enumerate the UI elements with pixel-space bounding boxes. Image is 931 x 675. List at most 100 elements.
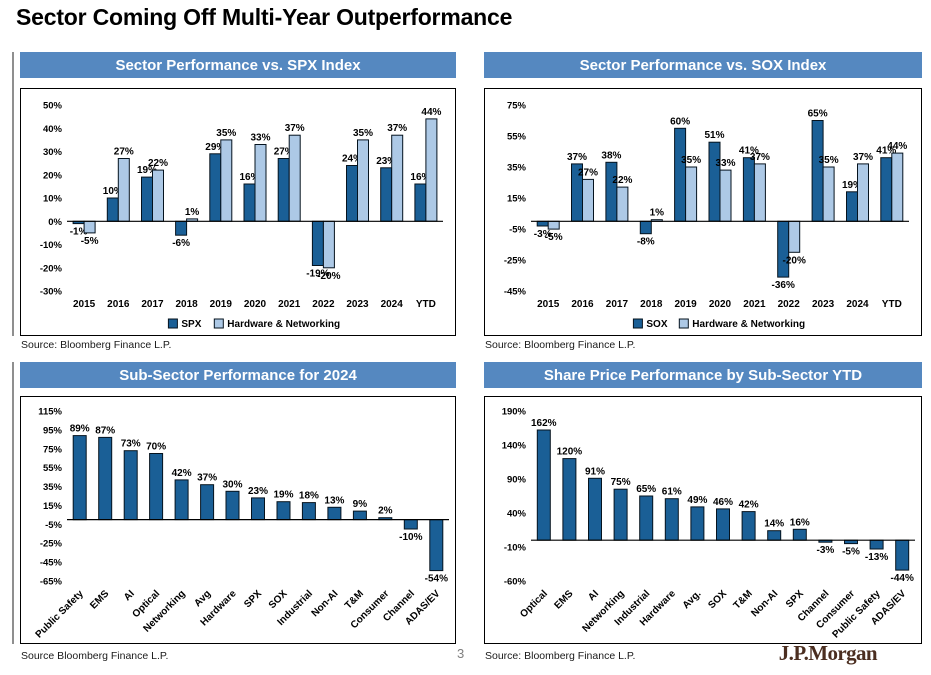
chart-header-sox: Sector Performance vs. SOX Index: [484, 52, 922, 78]
svg-text:91%: 91%: [585, 466, 605, 477]
svg-text:37%: 37%: [387, 123, 407, 134]
svg-text:-5%: -5%: [81, 236, 99, 247]
page-title: Sector Coming Off Multi-Year Outperforma…: [16, 4, 513, 30]
page-number: 3: [457, 646, 465, 661]
svg-text:37%: 37%: [197, 473, 217, 484]
svg-text:61%: 61%: [662, 487, 682, 498]
svg-text:35%: 35%: [819, 155, 839, 166]
svg-text:40%: 40%: [507, 509, 527, 520]
svg-text:19%: 19%: [842, 180, 862, 191]
svg-text:-45%: -45%: [40, 558, 63, 569]
svg-text:Optical: Optical: [518, 588, 550, 620]
svg-text:44%: 44%: [887, 141, 907, 152]
svg-text:2018: 2018: [175, 299, 198, 310]
svg-text:16%: 16%: [790, 517, 810, 528]
svg-text:-36%: -36%: [772, 280, 795, 291]
svg-text:-30%: -30%: [40, 287, 63, 298]
svg-text:27%: 27%: [114, 147, 134, 158]
svg-text:87%: 87%: [95, 425, 115, 436]
left-accent-rule-top: [12, 52, 14, 336]
svg-text:-6%: -6%: [172, 238, 190, 249]
svg-text:55%: 55%: [43, 463, 63, 474]
svg-text:16%: 16%: [239, 172, 259, 183]
svg-text:15%: 15%: [507, 194, 527, 205]
svg-text:-65%: -65%: [40, 577, 63, 588]
svg-text:-10%: -10%: [504, 543, 527, 554]
sox-bar-chart: 75% 55% 35% 15% -5% -25% -45% -3% 37% 38% -8% 60% 51…: [504, 101, 909, 330]
svg-text:2024: 2024: [381, 299, 404, 310]
svg-text:Hardware & Networking: Hardware & Networking: [227, 319, 340, 330]
svg-text:23%: 23%: [248, 486, 268, 497]
svg-text:2022: 2022: [778, 299, 801, 310]
svg-text:42%: 42%: [739, 500, 759, 511]
svg-text:19%: 19%: [273, 490, 293, 501]
svg-text:55%: 55%: [507, 132, 527, 143]
svg-text:24%: 24%: [342, 154, 362, 165]
svg-text:20%: 20%: [43, 170, 63, 181]
svg-text:41%: 41%: [876, 146, 896, 157]
spx-bar-chart: 50% 40% 30% 20% 10% 0% -10% -20% -30% -1% 10% 19% -6…: [40, 101, 443, 330]
svg-text:33%: 33%: [715, 158, 735, 169]
svg-text:70%: 70%: [146, 442, 166, 453]
svg-text:2017: 2017: [606, 299, 629, 310]
svg-text:2019: 2019: [674, 299, 697, 310]
svg-text:SOX: SOX: [267, 588, 290, 611]
svg-text:2018: 2018: [640, 299, 663, 310]
svg-text:-45%: -45%: [504, 287, 527, 298]
svg-text:T&M: T&M: [343, 588, 366, 611]
svg-text:-25%: -25%: [504, 256, 527, 267]
svg-text:16%: 16%: [410, 172, 430, 183]
svg-text:51%: 51%: [704, 130, 724, 141]
subsector-2024-bar-chart: 115% 95% 75% 55% 35% 15% -5% -25% -45% -65% 89% 87%…: [34, 407, 449, 641]
svg-text:YTD: YTD: [416, 299, 436, 310]
svg-text:35%: 35%: [353, 128, 373, 139]
svg-text:-3%: -3%: [534, 229, 552, 240]
spx-chart-frame: 50% 40% 30% 20% 10% 0% -10% -20% -30% -1% 10% 19% -6…: [20, 88, 456, 336]
svg-text:Non-AI: Non-AI: [749, 588, 780, 619]
chart-header-subsector-ytd: Share Price Performance by Sub-Sector YT…: [484, 362, 922, 388]
svg-text:35%: 35%: [43, 482, 63, 493]
left-accent-rule-bottom: [12, 362, 14, 644]
svg-text:75%: 75%: [507, 101, 527, 112]
svg-text:115%: 115%: [38, 407, 62, 418]
svg-text:2015: 2015: [537, 299, 560, 310]
svg-text:T&M: T&M: [732, 588, 755, 611]
svg-text:-13%: -13%: [865, 552, 888, 563]
svg-text:15%: 15%: [43, 501, 63, 512]
svg-text:SOX: SOX: [706, 588, 729, 611]
svg-text:10%: 10%: [103, 186, 123, 197]
svg-text:SPX: SPX: [242, 588, 264, 610]
svg-text:18%: 18%: [299, 491, 319, 502]
svg-text:89%: 89%: [70, 424, 90, 435]
svg-text:90%: 90%: [507, 475, 527, 486]
jpmorgan-logo: J.P.Morgan: [778, 641, 878, 665]
svg-text:-20%: -20%: [40, 263, 63, 274]
svg-text:29%: 29%: [205, 142, 225, 153]
svg-text:-5%: -5%: [842, 547, 860, 558]
svg-text:Hardware & Networking: Hardware & Networking: [692, 319, 805, 330]
svg-text:AI: AI: [586, 588, 601, 603]
svg-text:2019: 2019: [210, 299, 233, 310]
svg-text:190%: 190%: [502, 407, 527, 418]
svg-text:2023: 2023: [346, 299, 369, 310]
svg-text:-10%: -10%: [399, 532, 422, 543]
svg-text:95%: 95%: [43, 425, 63, 436]
chart-header-subsector-2024: Sub-Sector Performance for 2024: [20, 362, 456, 388]
svg-text:73%: 73%: [121, 439, 141, 450]
source-note: Source: Bloomberg Finance L.P.: [485, 650, 636, 662]
svg-text:2017: 2017: [141, 299, 164, 310]
svg-text:1%: 1%: [650, 208, 665, 219]
svg-text:-20%: -20%: [783, 255, 806, 266]
svg-text:75%: 75%: [43, 444, 63, 455]
svg-text:-5%: -5%: [45, 520, 62, 531]
svg-text:EMS: EMS: [552, 588, 575, 611]
svg-text:AI: AI: [122, 588, 137, 603]
svg-text:Non-AI: Non-AI: [310, 588, 341, 619]
svg-text:2016: 2016: [107, 299, 130, 310]
svg-text:35%: 35%: [216, 128, 236, 139]
source-note: Source: Bloomberg Finance L.P.: [485, 339, 636, 351]
svg-text:22%: 22%: [148, 158, 168, 169]
svg-text:2021: 2021: [743, 299, 766, 310]
svg-text:60%: 60%: [670, 116, 690, 127]
svg-text:Avg.: Avg.: [681, 588, 704, 611]
